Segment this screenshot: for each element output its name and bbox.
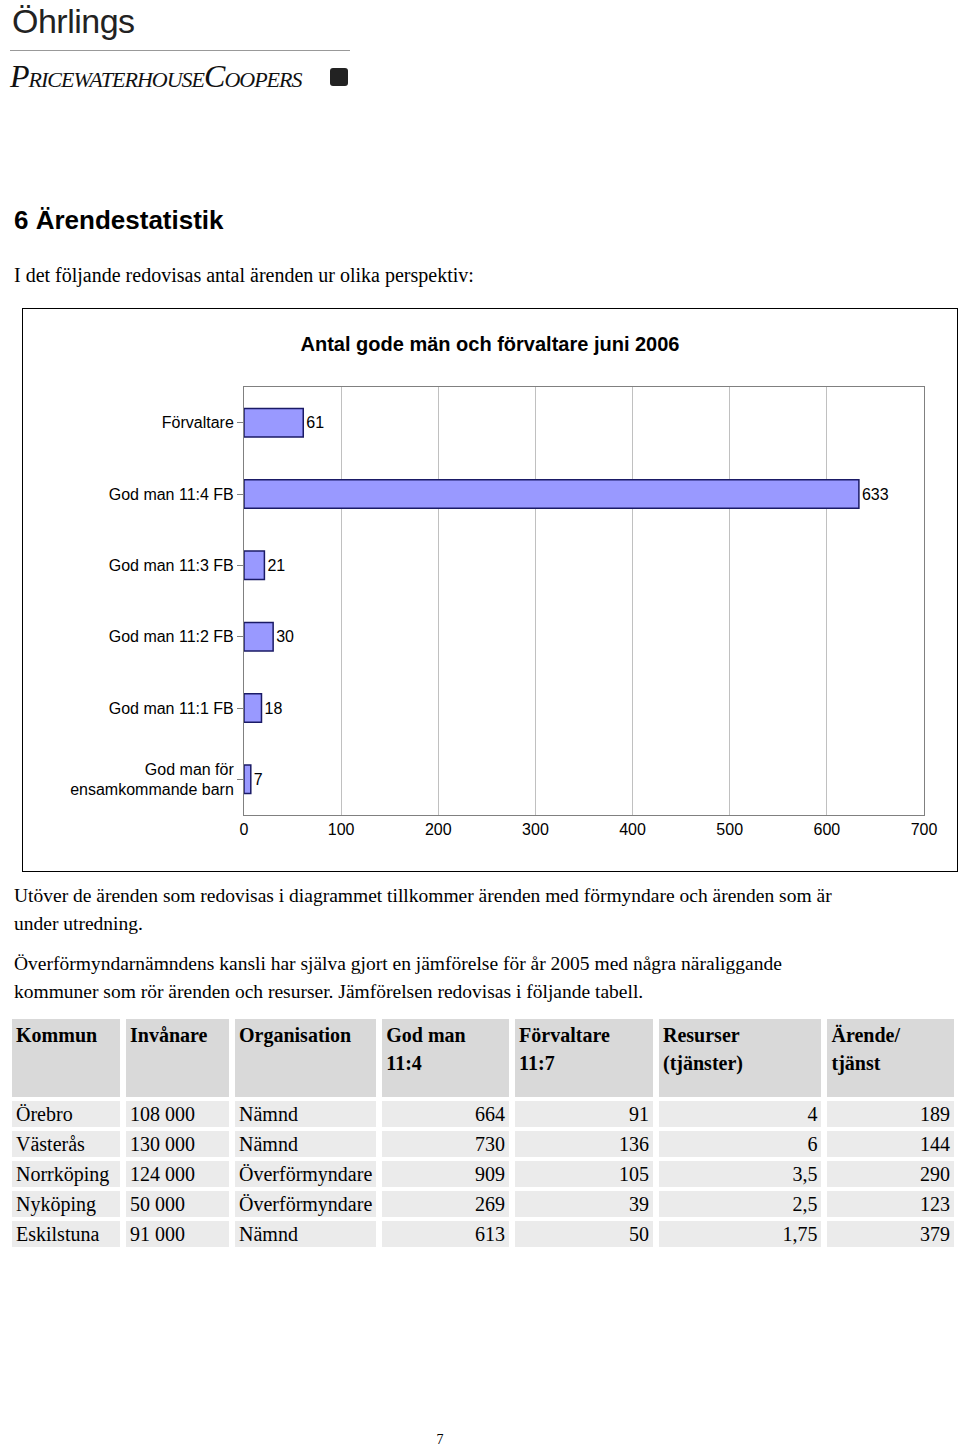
svg-text:200: 200 [425, 821, 452, 838]
html-text:6: 6 [807, 1133, 818, 1155]
html-text:Nyköping: Nyköping [16, 1193, 96, 1215]
html-text:Nämnd: Nämnd [239, 1103, 298, 1125]
html-text:379: 379 [920, 1223, 950, 1245]
svg-text:400: 400 [619, 821, 646, 838]
html-text:Överförmyndarnämndens kansli h: Överförmyndarnämndens kansli har själva … [14, 953, 782, 1002]
html-text:124 000: 124 000 [130, 1163, 195, 1185]
html-text:50: 50 [629, 1223, 649, 1245]
html-text:Överförmyndare: Överförmyndare [239, 1193, 373, 1215]
html-text:Örebro: Örebro [16, 1103, 73, 1125]
html-text:Norrköping: Norrköping [16, 1163, 110, 1185]
html-text:Ärende/ tjänst: Ärende/ tjänst [831, 1024, 900, 1074]
html-text:Invånare: Invånare [130, 1024, 208, 1046]
html-text:730: 730 [475, 1133, 506, 1155]
html-text:136: 136 [619, 1133, 649, 1155]
html-text:Nämnd: Nämnd [239, 1223, 298, 1245]
svg-text:500: 500 [716, 821, 743, 838]
html-text:108 000: 108 000 [130, 1103, 195, 1125]
html-text:Eskilstuna: Eskilstuna [16, 1223, 100, 1245]
html-text:664: 664 [475, 1103, 506, 1125]
html-text:39: 39 [629, 1193, 649, 1215]
html-text:1,75: 1,75 [782, 1223, 818, 1245]
svg-text:30: 30 [276, 628, 294, 645]
svg-text:God man 11:1 FB: God man 11:1 FB [109, 700, 234, 717]
svg-text:61: 61 [306, 414, 324, 431]
html-text:613: 613 [475, 1223, 506, 1245]
svg-text:700: 700 [911, 821, 938, 838]
svg-text:21: 21 [267, 557, 285, 574]
html-text:Överförmyndare: Överförmyndare [239, 1163, 373, 1185]
html-text:I det följande redovisas antal: I det följande redovisas antal ärenden u… [14, 264, 474, 286]
html-text:God man 11:4: God man 11:4 [386, 1024, 466, 1074]
svg-text:God man förensamkommande barn: God man förensamkommande barn [70, 761, 234, 799]
html-text:6 Ärendestatistik: 6 Ärendestatistik [14, 205, 224, 235]
html-text:105: 105 [619, 1163, 649, 1185]
html-text:Nämnd: Nämnd [239, 1133, 298, 1155]
html-text:2,5: 2,5 [792, 1193, 818, 1215]
svg-text:600: 600 [814, 821, 841, 838]
html-text:290: 290 [920, 1163, 950, 1185]
html-text:Organisation: Organisation [239, 1024, 352, 1046]
html-text:269: 269 [475, 1193, 506, 1215]
svg-text:God man 11:4 FB: God man 11:4 FB [109, 486, 234, 503]
html-text:Förvaltare 11:7: Förvaltare 11:7 [519, 1024, 610, 1074]
html-text:123: 123 [920, 1193, 950, 1215]
html-text:4: 4 [807, 1103, 818, 1125]
svg-text:100: 100 [328, 821, 355, 838]
svg-text:God man 11:2 FB: God man 11:2 FB [109, 628, 234, 645]
svg-text:God man 11:3 FB: God man 11:3 FB [109, 557, 234, 574]
html-text:Öhrlings: Öhrlings [12, 2, 135, 40]
html-text:Resurser (tjänster): Resurser (tjänster) [663, 1024, 743, 1074]
html-text:189: 189 [920, 1103, 950, 1125]
html-text:91: 91 [629, 1103, 649, 1125]
svg-text:18: 18 [264, 700, 282, 717]
svg-text:300: 300 [522, 821, 549, 838]
svg-text:633: 633 [862, 486, 889, 503]
html-text:PricewaterhouseCoopers: PricewaterhouseCoopers [10, 58, 302, 94]
html-text:50 000: 50 000 [130, 1193, 185, 1215]
html-text:Utöver de ärenden som redovisa: Utöver de ärenden som redovisas i diagra… [14, 885, 832, 934]
html-text:7: 7 [436, 1432, 444, 1447]
svg-text:Antal gode män och förvaltare: Antal gode män och förvaltare juni 2006 [301, 333, 680, 355]
svg-text:7: 7 [254, 771, 263, 788]
html-text:144: 144 [920, 1133, 950, 1155]
svg-text:Förvaltare: Förvaltare [162, 414, 234, 431]
html-text:Kommun: Kommun [16, 1024, 98, 1046]
html-text:130 000: 130 000 [130, 1133, 195, 1155]
html-text:Västerås: Västerås [16, 1133, 85, 1155]
html-text:3,5: 3,5 [792, 1163, 818, 1185]
svg-text:0: 0 [240, 821, 249, 838]
html-text:909: 909 [475, 1163, 506, 1185]
html-text:91 000: 91 000 [130, 1223, 185, 1245]
